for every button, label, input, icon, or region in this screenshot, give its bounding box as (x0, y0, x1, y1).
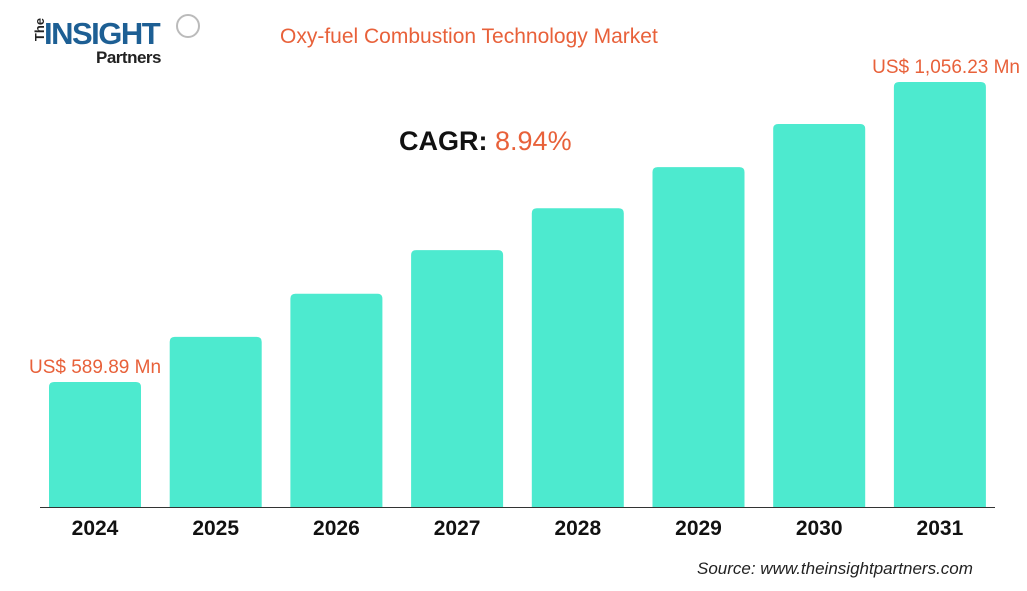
x-tick-label: 2028 (554, 517, 601, 540)
x-tick-label: 2024 (72, 517, 119, 540)
bar-2026 (290, 293, 383, 507)
source-note: Source: www.theinsightpartners.com (697, 559, 973, 578)
logo: The INSIGHT Partners (28, 14, 200, 70)
bar-2031 (893, 82, 986, 507)
bar-2027 (411, 250, 504, 507)
chart-title: Oxy-fuel Combustion Technology Market (280, 25, 658, 48)
bar-2024 (49, 382, 141, 507)
logo-magnifier-icon (176, 14, 200, 38)
logo-partners: Partners (96, 48, 161, 67)
bar-2030 (773, 123, 866, 507)
x-tick-label: 2030 (796, 517, 843, 540)
x-tick-label: 2029 (675, 517, 722, 540)
data-label: US$ 589.89 Mn (29, 357, 161, 378)
cagr: CAGR: 8.94% (399, 126, 572, 157)
x-tick-label: 2027 (434, 517, 481, 540)
x-tick-label: 2025 (192, 517, 239, 540)
bar-2028 (531, 208, 624, 507)
cagr-label: CAGR: (399, 126, 488, 156)
bar-2029 (652, 167, 745, 508)
x-tick-label: 2031 (917, 517, 964, 540)
bar-2025 (169, 336, 262, 507)
cagr-value: 8.94% (495, 126, 572, 156)
data-label: US$ 1,056.23 Mn (872, 57, 1020, 78)
x-tick-label: 2026 (313, 517, 360, 540)
logo-insight: INSIGHT (44, 16, 161, 51)
